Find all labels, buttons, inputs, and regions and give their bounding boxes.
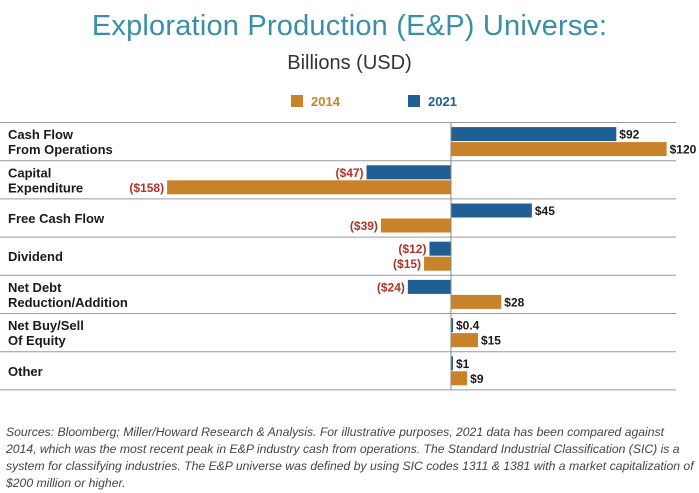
bar-2014 [424,256,451,271]
bar-2014 [451,142,667,157]
legend-label-2021: 2021 [428,94,457,109]
data-label-2014: $15 [481,334,501,348]
category-label: Other [8,364,43,379]
category-label: Net Buy/Sell [8,318,84,333]
source-note: Sources: Bloomberg; Miller/Howard Resear… [6,425,694,490]
category-label: Reduction/Addition [8,295,128,310]
data-label-2014: ($15) [393,257,421,271]
bar-2014 [167,180,452,195]
bar-2014 [380,218,451,233]
data-label-2014: ($158) [129,181,164,195]
category-label: Expenditure [8,180,83,195]
data-label-2021: $92 [619,128,639,142]
data-label-2021: ($12) [398,242,426,256]
data-label-2014: $120 [670,143,697,157]
data-label-2021: ($47) [336,166,364,180]
category-label: Dividend [8,249,63,264]
bar-2021 [451,203,532,218]
bar-2021 [407,279,451,294]
bar-2021 [366,165,451,180]
bar-2021 [451,356,453,371]
legend-swatch-2021 [408,95,420,107]
bar-2014 [451,333,478,348]
bar-2021 [451,318,453,333]
category-label: Cash Flow [8,127,74,142]
legend-label-2014: 2014 [311,94,341,109]
data-label-2014: ($39) [350,219,378,233]
chart-title: Exploration Production (E&P) Universe: [91,10,608,42]
category-label: Capital [8,165,51,180]
data-label-2021: $1 [456,357,470,371]
data-label-2021: $45 [535,204,555,218]
bar-2014 [451,294,502,309]
data-label-2014: $9 [470,372,484,386]
chart-subtitle: Billions (USD) [287,52,412,74]
category-label: Free Cash Flow [8,211,105,226]
bar-2021 [429,241,451,256]
category-label: Of Equity [8,333,67,348]
category-label: From Operations [8,142,113,157]
bar-2014 [451,371,468,386]
category-label: Net Debt [8,280,62,295]
data-label-2014: $28 [504,295,524,309]
data-label-2021: ($24) [377,280,405,294]
legend-swatch-2014 [291,95,303,107]
data-label-2021: $0.4 [456,319,480,333]
bar-2021 [451,127,617,142]
